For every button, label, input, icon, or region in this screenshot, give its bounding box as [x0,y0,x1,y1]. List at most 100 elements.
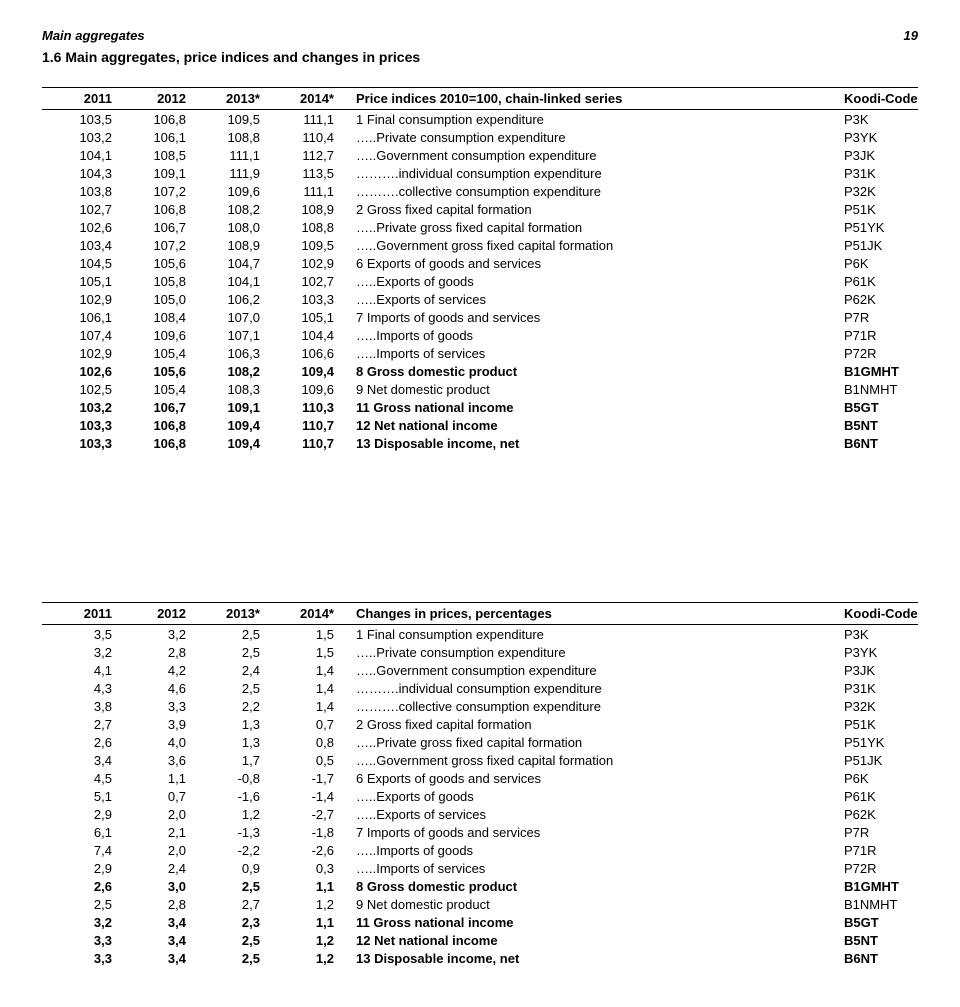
col-header: 2014* [264,603,338,625]
code-cell: P61K [840,787,918,805]
value-cell: 109,6 [264,380,338,398]
table-row: 104,3109,1111,9113,5……….individual consu… [42,164,918,182]
value-cell: 107,4 [42,326,116,344]
label-cell: 8 Gross domestic product [338,877,840,895]
value-cell: 103,8 [42,182,116,200]
value-cell: 103,4 [42,236,116,254]
code-cell: B6NT [840,949,918,967]
value-cell: 106,6 [264,344,338,362]
value-cell: 2,7 [42,715,116,733]
value-cell: 2,5 [190,877,264,895]
value-cell: 102,9 [264,254,338,272]
code-cell: P7R [840,823,918,841]
col-header: 2013* [190,603,264,625]
value-cell: 107,0 [190,308,264,326]
label-cell: 7 Imports of goods and services [338,308,840,326]
value-cell: 1,4 [264,661,338,679]
value-cell: 105,8 [116,272,190,290]
code-cell: P62K [840,805,918,823]
label-cell: …..Imports of goods [338,841,840,859]
value-cell: 4,1 [42,661,116,679]
value-cell: 2,8 [116,643,190,661]
value-cell: 105,6 [116,362,190,380]
value-cell: 106,2 [190,290,264,308]
label-cell: …..Exports of goods [338,272,840,290]
value-cell: 109,5 [190,110,264,129]
value-cell: 110,7 [264,434,338,452]
value-cell: 106,1 [116,128,190,146]
value-cell: 106,3 [190,344,264,362]
value-cell: 106,8 [116,416,190,434]
code-cell: P71R [840,326,918,344]
code-cell: P62K [840,290,918,308]
table-row: 4,51,1-0,8-1,76 Exports of goods and ser… [42,769,918,787]
col-header: Changes in prices, percentages [338,603,840,625]
value-cell: 104,4 [264,326,338,344]
value-cell: 3,4 [116,949,190,967]
code-cell: P51K [840,200,918,218]
label-cell: …..Imports of goods [338,326,840,344]
value-cell: 102,9 [42,344,116,362]
col-header: Koodi-Code [840,88,918,110]
label-cell: …..Government gross fixed capital format… [338,236,840,254]
value-cell: 113,5 [264,164,338,182]
value-cell: 103,3 [42,416,116,434]
label-cell: …..Private consumption expenditure [338,128,840,146]
value-cell: 4,3 [42,679,116,697]
value-cell: -2,2 [190,841,264,859]
value-cell: 106,7 [116,218,190,236]
value-cell: 2,8 [116,895,190,913]
value-cell: 109,6 [116,326,190,344]
value-cell: 1,4 [264,679,338,697]
code-cell: P32K [840,697,918,715]
value-cell: 103,5 [42,110,116,129]
table-row: 102,7106,8108,2108,92 Gross fixed capita… [42,200,918,218]
value-cell: 4,0 [116,733,190,751]
value-cell: 106,8 [116,200,190,218]
value-cell: 7,4 [42,841,116,859]
value-cell: 1,1 [264,913,338,931]
value-cell: 2,9 [42,859,116,877]
value-cell: 2,5 [190,625,264,644]
value-cell: 105,1 [264,308,338,326]
table-row: 2,73,91,30,72 Gross fixed capital format… [42,715,918,733]
code-cell: P72R [840,859,918,877]
table-row: 5,10,7-1,6-1,4…..Exports of goodsP61K [42,787,918,805]
value-cell: 109,1 [116,164,190,182]
table-row: 2,64,01,30,8…..Private gross fixed capit… [42,733,918,751]
value-cell: 2,0 [116,805,190,823]
label-cell: 13 Disposable income, net [338,434,840,452]
value-cell: -1,6 [190,787,264,805]
value-cell: 109,4 [190,434,264,452]
code-cell: B5NT [840,931,918,949]
value-cell: 0,5 [264,751,338,769]
value-cell: 3,2 [42,913,116,931]
value-cell: 102,7 [42,200,116,218]
value-cell: 3,4 [42,751,116,769]
value-cell: 109,6 [190,182,264,200]
code-cell: P7R [840,308,918,326]
label-cell: 2 Gross fixed capital formation [338,715,840,733]
code-cell: P31K [840,679,918,697]
table-row: 102,9105,4106,3106,6…..Imports of servic… [42,344,918,362]
value-cell: 111,9 [190,164,264,182]
value-cell: 2,1 [116,823,190,841]
value-cell: 3,4 [116,931,190,949]
value-cell: 1,2 [190,805,264,823]
label-cell: 7 Imports of goods and services [338,823,840,841]
code-cell: B5NT [840,416,918,434]
value-cell: 110,3 [264,398,338,416]
col-header: 2012 [116,88,190,110]
table-row: 3,23,42,31,111 Gross national incomeB5GT [42,913,918,931]
code-cell: P3YK [840,643,918,661]
value-cell: 105,1 [42,272,116,290]
tables-container: 201120122013*2014*Price indices 2010=100… [42,87,918,967]
table-row: 107,4109,6107,1104,4…..Imports of goodsP… [42,326,918,344]
value-cell: 2,5 [190,679,264,697]
col-header: 2014* [264,88,338,110]
value-cell: -1,3 [190,823,264,841]
label-cell: ……….collective consumption expenditure [338,697,840,715]
code-cell: P51JK [840,751,918,769]
value-cell: 1,7 [190,751,264,769]
value-cell: 2,9 [42,805,116,823]
